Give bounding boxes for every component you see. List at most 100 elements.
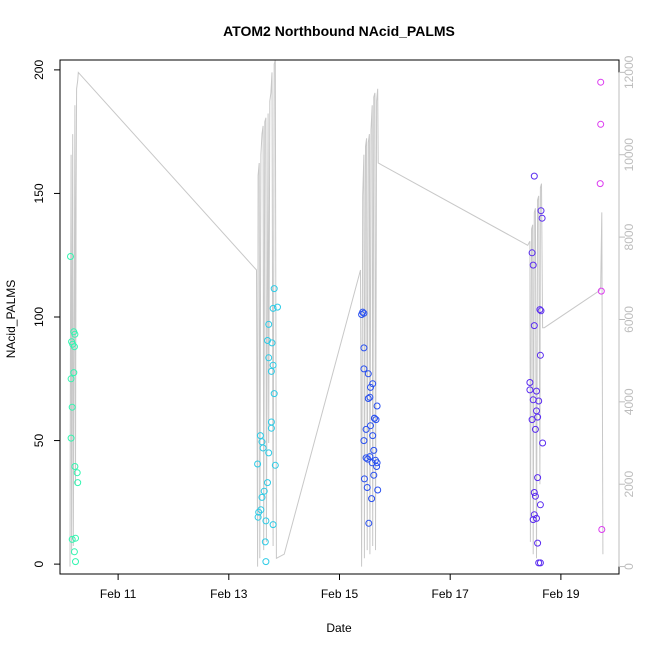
data-point-s3-6 [529,261,537,269]
data-point-s1-17 [271,461,279,469]
data-point-s2-1 [359,308,367,316]
data-point-s2-18 [370,446,378,454]
data-point-s2-3 [360,344,368,352]
data-point-s0-9 [67,434,75,442]
data-point-s3-2 [538,214,546,222]
data-point-s2-28 [363,484,371,491]
data-point-s1-7 [269,361,277,369]
data-point-s0-8 [68,403,76,411]
y2-tick-label-12000: 12000 [622,55,636,89]
y-axis-label: NAcid_PALMS [4,280,18,358]
data-point-s2-5 [360,365,368,373]
data-point-s0-4 [70,343,78,351]
data-point-s3-4 [536,306,544,314]
data-point-s3-0 [530,172,538,180]
data-point-s1-27 [262,558,270,566]
x-tick-label-2: Feb 15 [321,587,359,601]
data-point-s1-14 [254,460,262,468]
y2-tick-label-4000: 4000 [622,388,636,415]
data-point-s2-7 [367,383,374,391]
data-point-s4-0 [597,78,605,86]
data-point-s1-25 [269,521,277,529]
data-point-s3-17 [531,425,539,433]
data-point-s3-23 [530,511,538,519]
data-point-s0-6 [67,375,75,383]
y-tick-label-200: 200 [32,60,46,80]
data-point-s2-2 [360,309,368,317]
data-point-s1-16 [265,449,273,457]
axes-layer: 050100150200020004000600080001000012000F… [32,55,636,601]
y-tick-label-100: 100 [32,307,46,327]
data-point-s3-22 [536,501,544,509]
data-point-s2-10 [366,393,374,401]
data-point-s2-11 [373,402,381,410]
data-point-s1-11 [267,424,275,432]
data-point-s2-27 [360,475,368,483]
data-point-s4-1 [597,120,605,128]
data-point-s0-15 [70,548,78,556]
data-point-s1-23 [254,513,262,521]
data-point-s0-7 [70,369,78,377]
x-tick-label-0: Feb 11 [100,587,137,601]
data-point-s0-12 [74,479,82,487]
x-tick-label-1: Feb 13 [210,587,248,601]
data-point-s1-2 [269,304,277,312]
y-tick-label-150: 150 [32,183,46,203]
data-point-s3-8 [536,351,544,359]
data-point-s3-15 [528,416,536,424]
data-point-s2-26 [370,471,378,479]
data-point-s3-20 [530,489,538,496]
data-point-s2-19 [362,454,370,462]
x-tick-label-4: Feb 19 [542,587,580,601]
data-point-s3-10 [526,386,534,394]
data-point-s4-2 [596,180,604,188]
data-point-s1-15 [259,444,267,452]
data-point-s1-18 [264,479,271,487]
data-point-s3-26 [534,539,542,547]
data-point-s3-7 [530,322,538,330]
data-point-s2-29 [374,486,382,494]
data-point-s0-10 [71,463,79,470]
data-point-s0-0 [67,253,74,260]
chart-title: ATOM2 Northbound NAcid_PALMS [223,23,455,39]
data-point-s2-6 [369,380,377,388]
data-point-s1-0 [270,285,278,293]
data-point-s1-1 [274,303,281,311]
data-point-s0-13 [68,535,76,543]
data-point-s2-21 [364,455,372,463]
data-point-s1-22 [255,508,263,516]
y2-tick-label-0: 0 [622,563,636,570]
data-point-s1-8 [267,367,275,375]
data-point-s3-21 [531,492,539,500]
data-point-s0-16 [72,558,79,566]
x-axis-label: Date [326,621,352,635]
data-point-s1-21 [257,506,265,514]
data-point-s1-24 [262,517,270,525]
data-point-s1-3 [265,320,273,328]
data-point-s0-11 [73,469,81,477]
y2-tick-label-6000: 6000 [622,306,636,333]
data-point-s3-9 [526,379,534,386]
data-point-s2-25 [373,463,381,470]
points-layer [67,78,606,567]
data-point-s3-1 [537,207,545,215]
data-point-s3-18 [539,439,547,447]
data-point-s2-15 [367,422,374,430]
data-point-s1-19 [260,487,268,495]
data-point-s3-13 [535,397,543,405]
data-point-s3-28 [536,559,544,567]
data-point-s1-20 [258,493,266,501]
data-point-s2-24 [368,459,376,467]
data-point-s2-30 [368,495,376,503]
data-point-s1-6 [265,354,273,362]
data-point-s2-14 [362,425,370,433]
x-tick-label-3: Feb 17 [432,587,470,601]
data-point-s1-26 [261,538,269,546]
y2-tick-label-10000: 10000 [622,138,636,172]
data-point-s4-4 [598,526,606,533]
data-point-s2-13 [372,416,380,424]
data-point-s3-19 [534,474,542,482]
